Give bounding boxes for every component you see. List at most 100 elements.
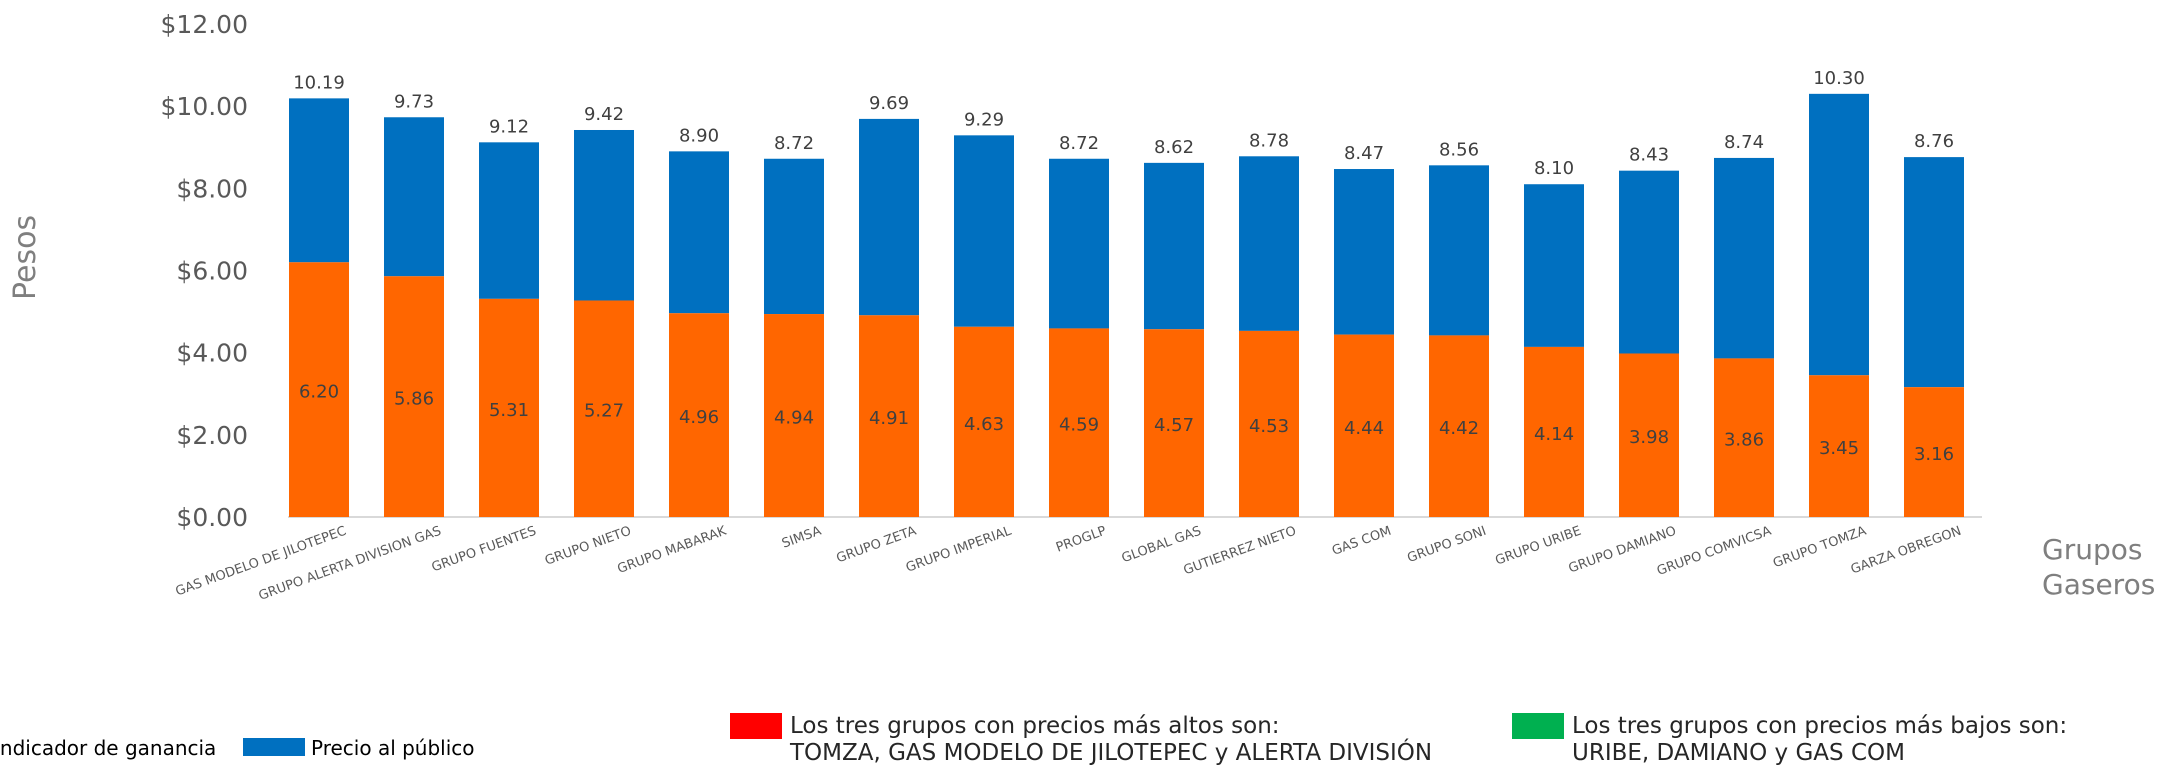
data-label-precio: 8.90 [679, 125, 719, 146]
data-label-precio: 8.76 [1914, 131, 1954, 152]
data-label-ganancia: 3.16 [1914, 444, 1954, 465]
data-label-precio: 9.69 [869, 93, 909, 114]
bar-precio-publico [1619, 170, 1679, 354]
x-axis-label: Grupos Gaseros [2042, 532, 2155, 602]
data-label-precio: 8.72 [774, 133, 814, 154]
data-label-precio: 10.30 [1813, 68, 1865, 89]
data-label-precio: 8.56 [1439, 139, 1479, 160]
bar-precio-publico [1144, 162, 1204, 330]
data-label-ganancia: 5.86 [394, 389, 434, 410]
bar-indicador-ganancia [1239, 330, 1299, 517]
data-label-ganancia: 3.86 [1724, 430, 1764, 451]
data-label-ganancia: 5.27 [584, 401, 624, 422]
bar-indicador-ganancia [1334, 334, 1394, 517]
data-label-ganancia: 4.53 [1249, 416, 1289, 437]
legend-label-ganancia: Indicador de ganancia [0, 736, 217, 760]
y-tick-label: $6.00 [176, 257, 248, 286]
legend-label-precio: Precio al público [311, 736, 475, 760]
bar-precio-publico [1714, 157, 1774, 359]
x-tick-label: GRUPO FUENTES [430, 524, 539, 576]
y-tick-label: $10.00 [161, 92, 248, 121]
x-tick-label: PROGLP [1054, 524, 1108, 556]
data-label-ganancia: 4.63 [964, 414, 1004, 435]
note-high-swatch [730, 713, 782, 739]
bar-indicador-ganancia [1429, 335, 1489, 517]
bar-indicador-ganancia [479, 298, 539, 517]
data-label-ganancia: 3.45 [1819, 438, 1859, 459]
x-axis-label-line2: Gaseros [2042, 568, 2156, 601]
data-label-ganancia: 3.98 [1629, 427, 1669, 448]
bar-indicador-ganancia [669, 313, 729, 517]
data-label-ganancia: 5.31 [489, 400, 529, 421]
data-label-precio: 8.62 [1154, 137, 1194, 158]
bar-precio-publico [1049, 158, 1109, 329]
data-label-ganancia: 4.14 [1534, 424, 1574, 445]
bar-indicador-ganancia [1714, 358, 1774, 517]
bar-indicador-ganancia [574, 300, 634, 517]
x-tick-label: GAS COM [1330, 524, 1393, 559]
bar-indicador-ganancia [1524, 346, 1584, 517]
data-label-ganancia: 4.42 [1439, 418, 1479, 439]
x-tick-label: GRUPO ALERTA DIVISION GAS [257, 524, 444, 604]
bar-precio-publico [1334, 169, 1394, 335]
note-highest-prices: Los tres grupos con precios más altos so… [730, 713, 1432, 767]
bar-indicador-ganancia [1619, 353, 1679, 517]
y-tick-label: $2.00 [176, 421, 248, 450]
data-label-precio: 9.42 [584, 104, 624, 125]
data-label-ganancia: 6.20 [299, 382, 339, 403]
bar-precio-publico [669, 151, 729, 314]
data-label-precio: 8.10 [1534, 158, 1574, 179]
bar-indicador-ganancia [1904, 387, 1964, 517]
bar-precio-publico [954, 135, 1014, 327]
data-label-precio: 8.74 [1724, 132, 1764, 153]
y-tick-label: $12.00 [161, 10, 248, 39]
y-axis-label: Pesos [8, 214, 43, 300]
bar-indicador-ganancia [289, 262, 349, 517]
note-low-line1: Los tres grupos con precios más bajos so… [1572, 713, 2068, 739]
legend-item-ganancia: Indicador de ganancia [0, 736, 216, 760]
bar-precio-publico [1809, 93, 1869, 376]
x-tick-label: SIMSA [780, 524, 823, 552]
data-label-precio: 8.72 [1059, 133, 1099, 154]
data-label-ganancia: 4.44 [1344, 418, 1384, 439]
bar-indicador-ganancia [384, 276, 444, 517]
bar-precio-publico [1239, 156, 1299, 331]
data-label-precio: 9.73 [394, 91, 434, 112]
bar-precio-publico [1904, 157, 1964, 388]
bar-precio-publico [1524, 184, 1584, 347]
data-label-precio: 10.19 [293, 72, 345, 93]
data-label-precio: 9.12 [489, 116, 529, 137]
legend-swatch-precio [243, 738, 305, 756]
data-label-precio: 8.43 [1629, 145, 1669, 166]
bar-precio-publico [289, 98, 349, 263]
bar-indicador-ganancia [859, 315, 919, 517]
bar-indicador-ganancia [954, 326, 1014, 517]
bar-precio-publico [1429, 165, 1489, 336]
note-lowest-prices: Los tres grupos con precios más bajos so… [1512, 713, 2067, 767]
x-tick-label: GRUPO IMPERIAL [904, 523, 1014, 575]
data-label-precio: 9.29 [964, 109, 1004, 130]
bar-indicador-ganancia [1049, 328, 1109, 517]
data-label-ganancia: 4.96 [679, 407, 719, 428]
bar-precio-publico [764, 158, 824, 315]
data-label-precio: 8.78 [1249, 130, 1289, 151]
note-high-line2: TOMZA, GAS MODELO DE JILOTEPEC y ALERTA … [790, 740, 1433, 766]
x-axis-label-line1: Grupos [2042, 533, 2143, 566]
y-tick-label: $4.00 [176, 339, 248, 368]
x-tick-label: GRUPO MABARAK [615, 524, 728, 577]
x-tick-label: GRUPO SONI [1405, 524, 1488, 566]
bar-indicador-ganancia [764, 314, 824, 517]
legend-item-precio: Precio al público [243, 736, 475, 760]
y-tick-label: $0.00 [176, 503, 248, 532]
bar-precio-publico [859, 118, 919, 316]
bar-indicador-ganancia [1809, 375, 1869, 517]
note-low-line2: URIBE, DAMIANO y GAS COM [1572, 740, 1905, 766]
note-low-swatch [1512, 713, 1564, 739]
data-label-ganancia: 4.59 [1059, 415, 1099, 436]
y-tick-label: $8.00 [176, 174, 248, 203]
bar-precio-publico [384, 117, 444, 277]
data-label-ganancia: 4.94 [774, 408, 814, 429]
data-label-ganancia: 4.57 [1154, 415, 1194, 436]
bar-indicador-ganancia [1144, 329, 1204, 517]
